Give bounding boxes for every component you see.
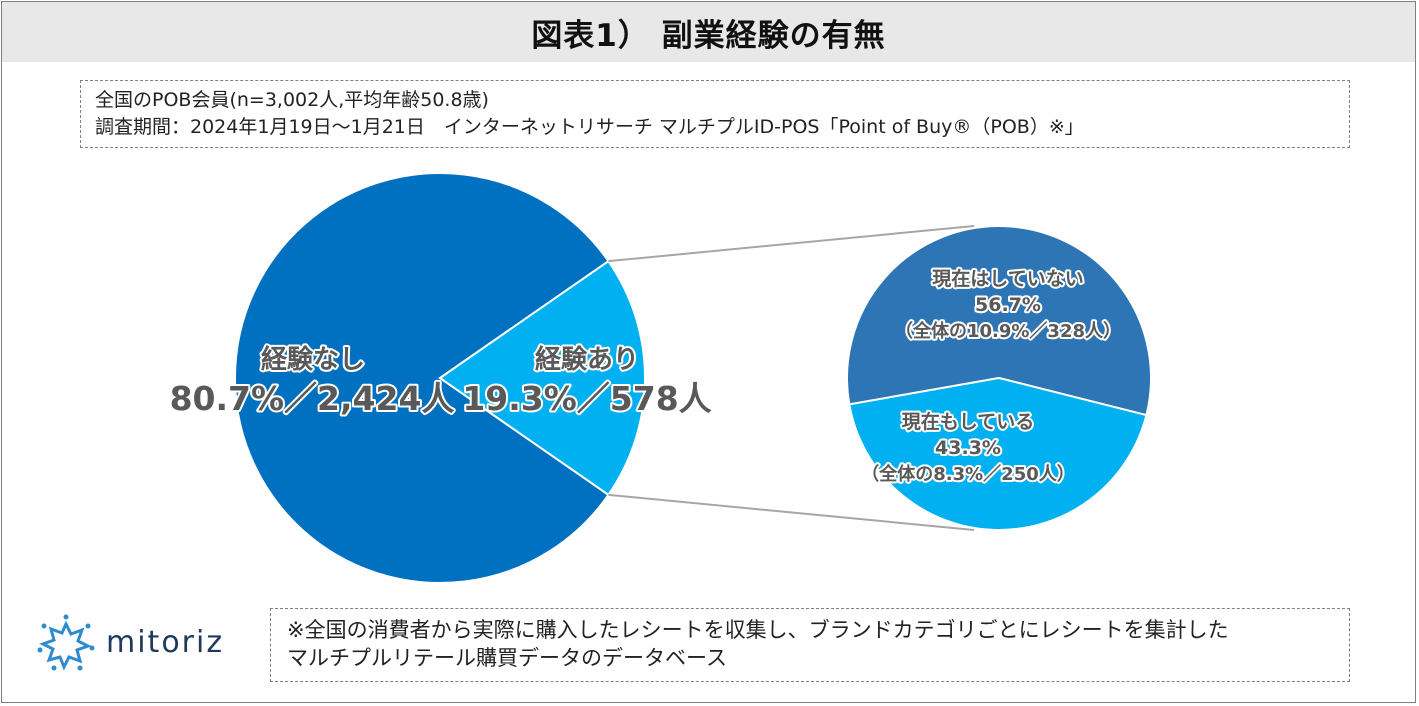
main-label-no-experience: 経験なし <box>261 344 365 375</box>
sub-pie <box>846 225 1152 532</box>
main-slice-no-experience <box>234 172 610 584</box>
main-value-no-experience: 80.7%／2,424人 <box>170 379 455 418</box>
sub-slice-still-doing <box>848 376 1148 532</box>
main-slice-has-experience <box>438 259 646 497</box>
footnote-line-2: マルチプルリテール購買データのデータベース <box>287 646 727 670</box>
sub-label-still-doing: 現在もしている <box>902 410 1034 433</box>
sun-burst-logo-icon <box>37 614 95 671</box>
main-pie <box>234 172 646 584</box>
title-bar: 図表1） 副業経験の有無 <box>2 2 1415 62</box>
sub-slice-not-now <box>846 225 1152 417</box>
connector-lines <box>608 225 975 531</box>
sub-value-not-now: 56.7% <box>975 294 1041 316</box>
sub-detail-not-now: （全体の10.9%／328人） <box>895 320 1121 342</box>
footnote-box: ※全国の消費者から実際に購入したレシートを収集し、ブランドカテゴリごとにレシート… <box>270 608 1350 682</box>
footnote-line-1: ※全国の消費者から実際に購入したレシートを収集し、ブランドカテゴリごとにレシート… <box>287 618 1229 642</box>
sub-label-not-now: 現在はしていない <box>932 267 1083 290</box>
main-value-has-experience: 19.3%／578人 <box>462 379 711 418</box>
connector-line-bottom <box>608 493 975 531</box>
survey-info-line-2: 調査期間：2024年1月19日〜1月21日 インターネットリサーチ マルチプルI… <box>95 116 1084 138</box>
mitoriz-logo: mitoriz <box>36 612 256 672</box>
survey-info-line-1: 全国のPOB会員(n=3,002人,平均年齢50.8歳) <box>95 89 489 111</box>
survey-info-box: 全国のPOB会員(n=3,002人,平均年齢50.8歳) 調査期間：2024年1… <box>80 80 1350 148</box>
chart-title: 図表1） 副業経験の有無 <box>531 17 886 54</box>
main-label-has-experience: 経験あり <box>535 344 639 375</box>
sub-detail-still-doing: （全体の8.3%／250人） <box>861 463 1075 485</box>
sub-value-still-doing: 43.3% <box>935 437 1001 459</box>
connector-line-top <box>608 225 975 263</box>
pie-labels: 経験なし 80.7%／2,424人 経験あり 19.3%／578人 現在はしていない 56… <box>168 265 1123 487</box>
logo-text: mitoriz <box>106 624 225 660</box>
